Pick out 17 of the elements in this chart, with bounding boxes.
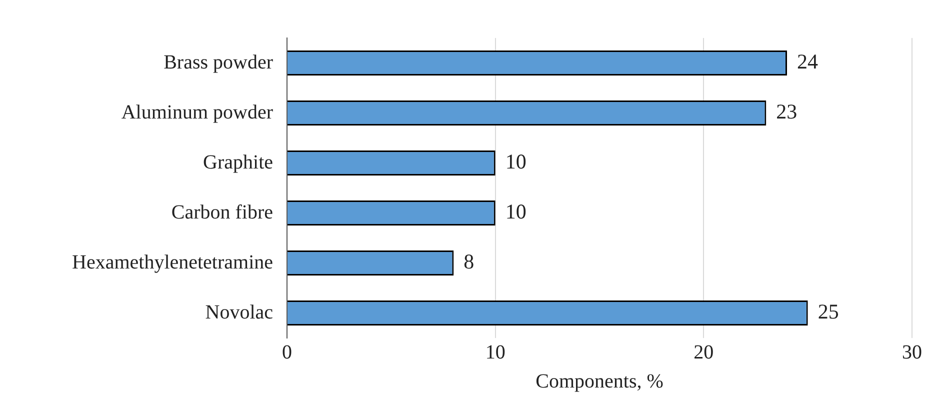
x-axis-title: Components, % [536, 370, 664, 392]
x-tick-label: 10 [485, 341, 506, 364]
y-tick-label: Brass powder [164, 51, 274, 74]
data-label: 24 [797, 50, 819, 74]
y-tick-label: Aluminum powder [121, 101, 274, 124]
x-tick-label: 20 [694, 341, 714, 364]
y-tick-label: Carbon fibre [171, 201, 274, 224]
data-label: 23 [776, 100, 798, 124]
y-tick-label: Novolac [205, 301, 274, 324]
data-label: 10 [505, 150, 526, 174]
x-tick-label: 0 [282, 341, 292, 364]
y-tick-label: Hexamethylenetetramine [72, 251, 274, 274]
y-tick-label: Graphite [203, 151, 274, 174]
data-label: 25 [818, 300, 839, 324]
data-label: 8 [464, 250, 474, 274]
data-label: 10 [505, 200, 526, 224]
x-tick-label: 30 [902, 341, 922, 364]
